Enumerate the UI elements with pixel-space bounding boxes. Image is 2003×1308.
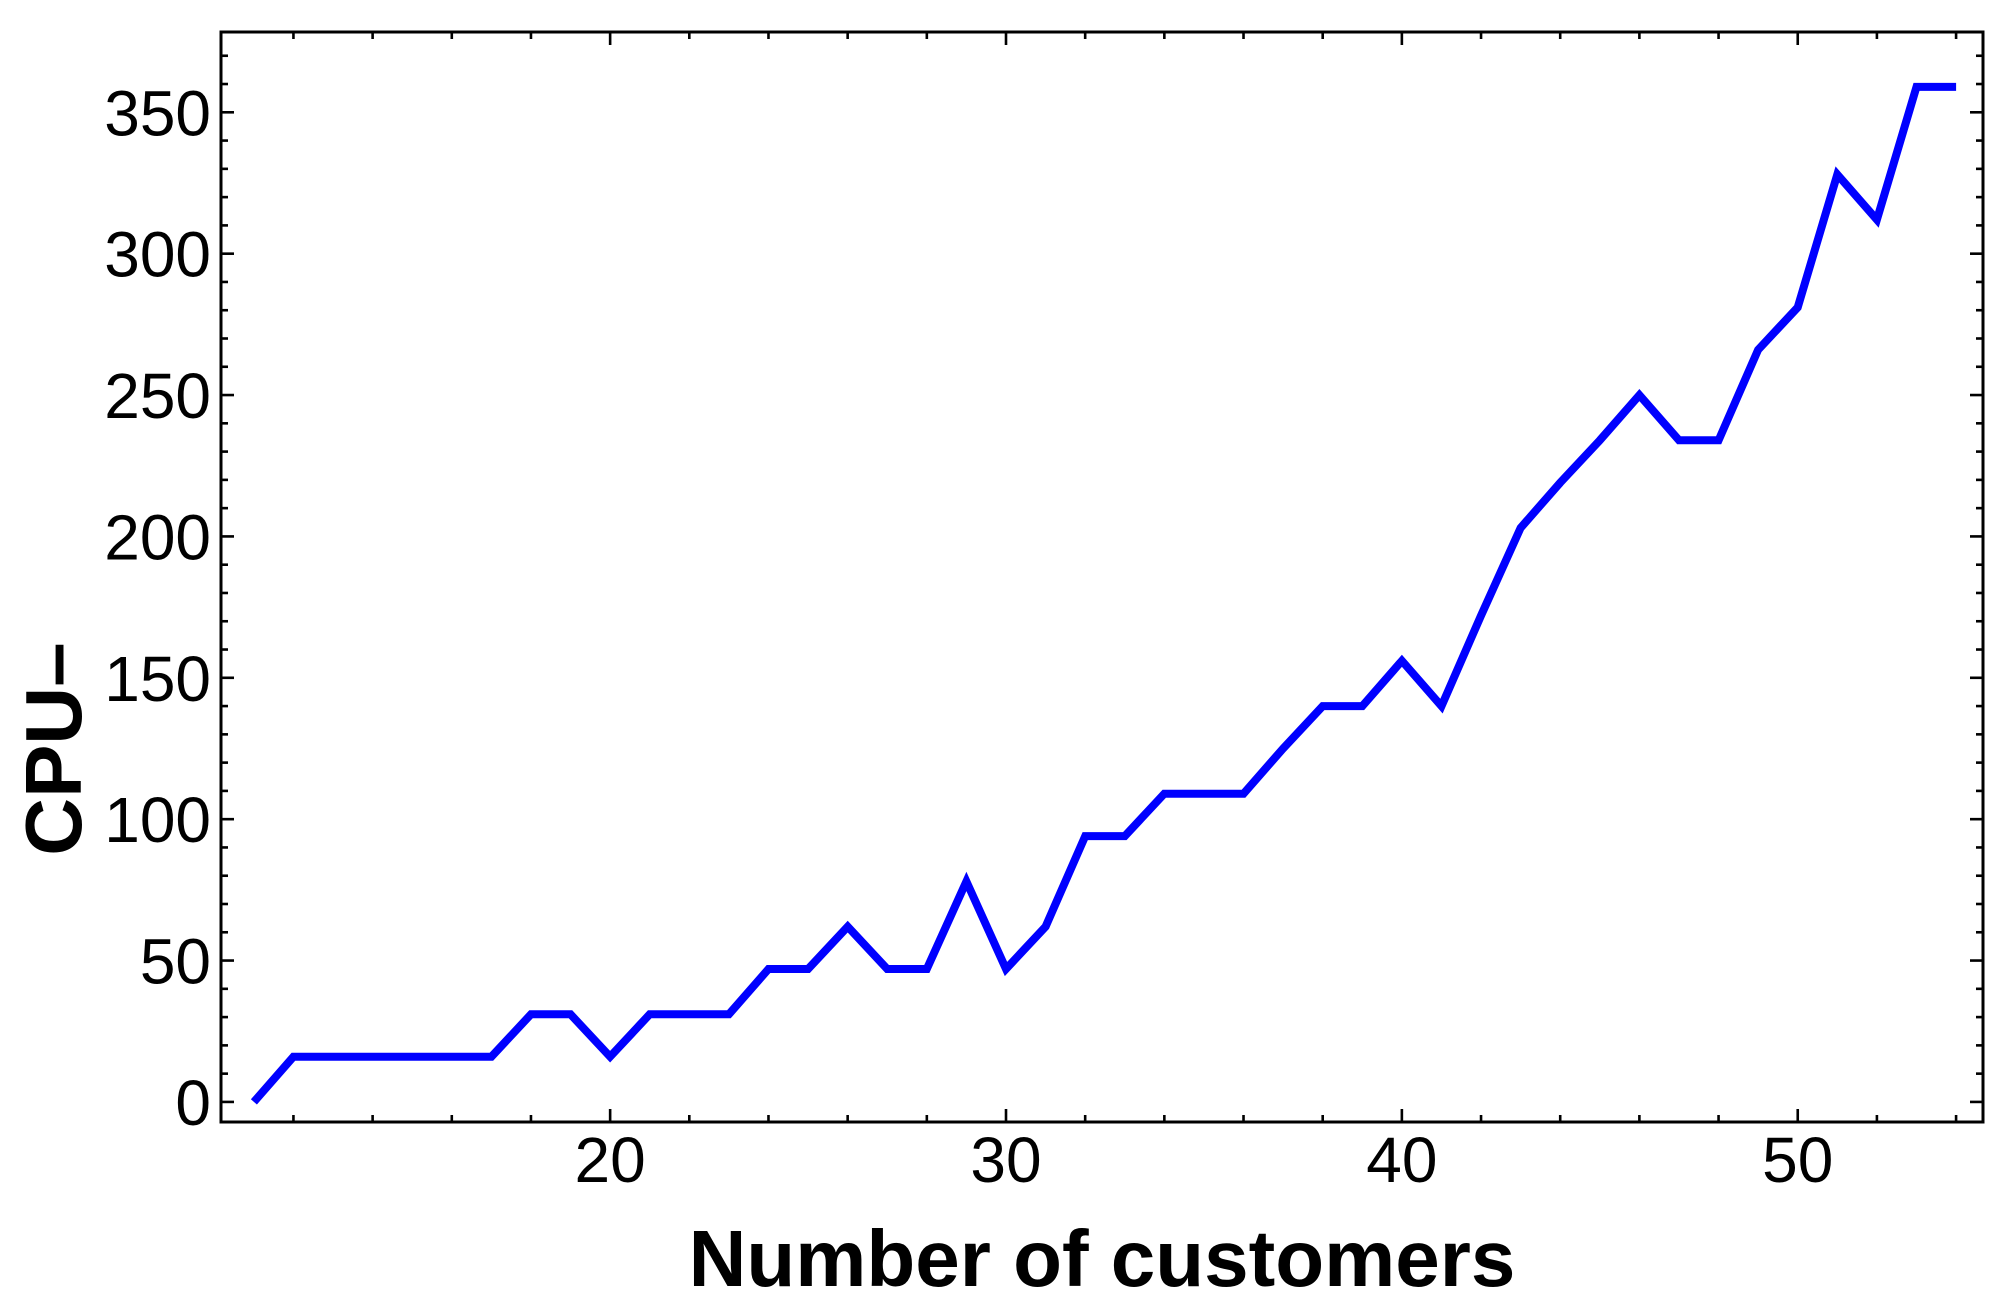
y-axis-tick-labels: 0 50 100 150 200 250 300 350: [104, 77, 211, 1139]
plot-frame: [219, 30, 1985, 1124]
y-tick-label: 50: [140, 926, 211, 998]
y-tick-label: 0: [175, 1067, 211, 1139]
y-tick-label: 300: [104, 219, 211, 291]
tick-marks: [221, 32, 1983, 1122]
y-tick-label: 200: [104, 501, 211, 573]
x-tick-label: 20: [575, 1124, 646, 1196]
data-series-group: [250, 82, 1957, 1105]
x-tick-label: 40: [1366, 1124, 1437, 1196]
y-tick-label: 250: [104, 360, 211, 432]
x-axis-title: Number of customers: [689, 1214, 1516, 1303]
cpu-series-line: [250, 82, 1957, 1105]
y-tick-label: 150: [104, 643, 211, 715]
y-tick-label: 100: [104, 784, 211, 856]
y-axis-title: CPU–: [9, 642, 98, 855]
x-tick-label: 50: [1762, 1124, 1833, 1196]
x-axis-tick-labels: 20 30 40 50: [575, 1124, 1834, 1196]
y-tick-label: 350: [104, 77, 211, 149]
x-tick-label: 30: [970, 1124, 1041, 1196]
